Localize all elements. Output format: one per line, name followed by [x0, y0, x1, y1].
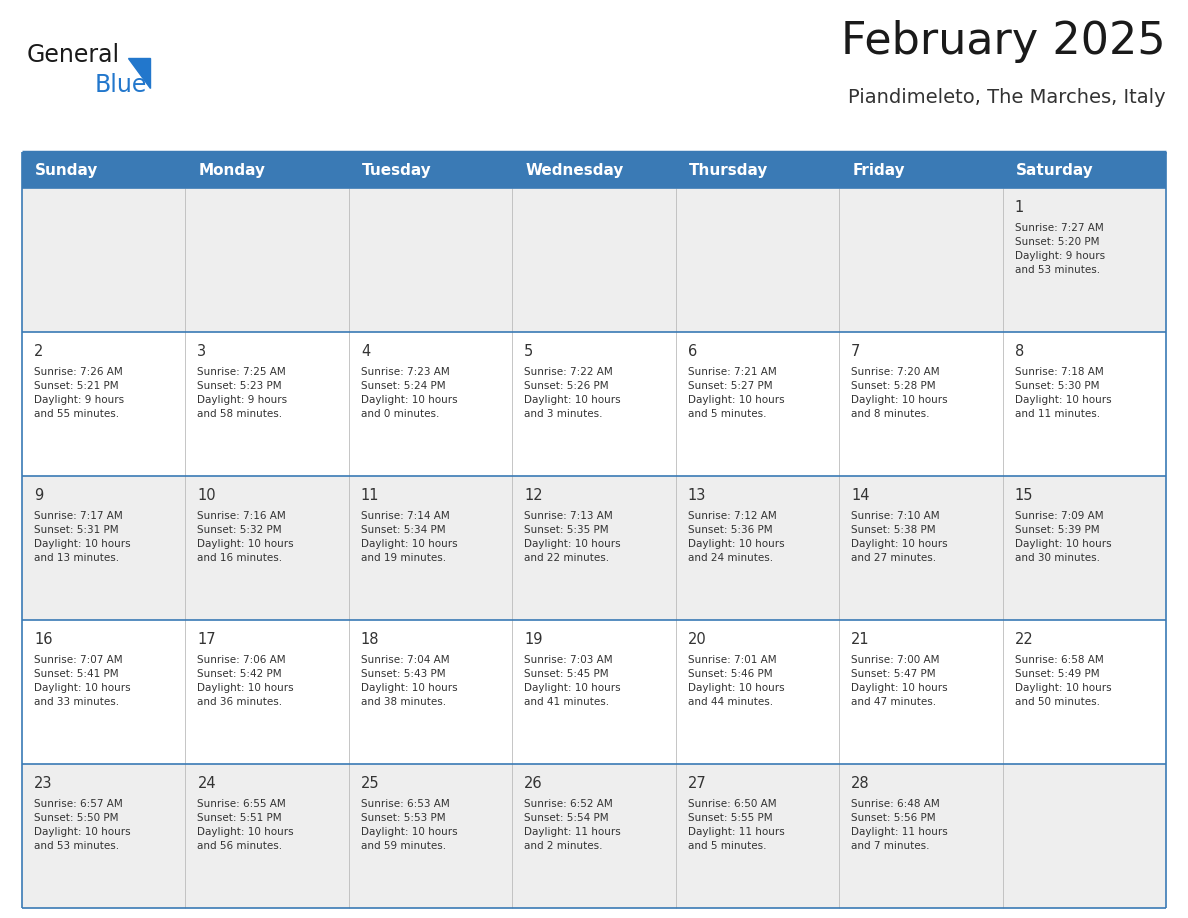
FancyBboxPatch shape: [23, 152, 1165, 188]
Text: 28: 28: [851, 776, 870, 791]
Text: 4: 4: [361, 344, 371, 359]
Text: Sunrise: 6:50 AM
Sunset: 5:55 PM
Daylight: 11 hours
and 5 minutes.: Sunrise: 6:50 AM Sunset: 5:55 PM Dayligh…: [688, 799, 784, 851]
Text: 20: 20: [688, 632, 707, 647]
Text: Sunrise: 7:12 AM
Sunset: 5:36 PM
Daylight: 10 hours
and 24 minutes.: Sunrise: 7:12 AM Sunset: 5:36 PM Dayligh…: [688, 511, 784, 563]
Text: Sunrise: 7:16 AM
Sunset: 5:32 PM
Daylight: 10 hours
and 16 minutes.: Sunrise: 7:16 AM Sunset: 5:32 PM Dayligh…: [197, 511, 295, 563]
Text: Sunrise: 7:27 AM
Sunset: 5:20 PM
Daylight: 9 hours
and 53 minutes.: Sunrise: 7:27 AM Sunset: 5:20 PM Dayligh…: [1015, 223, 1105, 275]
Text: Sunrise: 7:13 AM
Sunset: 5:35 PM
Daylight: 10 hours
and 22 minutes.: Sunrise: 7:13 AM Sunset: 5:35 PM Dayligh…: [524, 511, 621, 563]
Text: Sunrise: 7:26 AM
Sunset: 5:21 PM
Daylight: 9 hours
and 55 minutes.: Sunrise: 7:26 AM Sunset: 5:21 PM Dayligh…: [34, 367, 124, 419]
Text: 10: 10: [197, 488, 216, 503]
Text: 19: 19: [524, 632, 543, 647]
Text: 26: 26: [524, 776, 543, 791]
Text: Thursday: Thursday: [689, 162, 769, 177]
Text: 6: 6: [688, 344, 697, 359]
Text: Sunrise: 6:55 AM
Sunset: 5:51 PM
Daylight: 10 hours
and 56 minutes.: Sunrise: 6:55 AM Sunset: 5:51 PM Dayligh…: [197, 799, 295, 851]
Text: Sunrise: 6:52 AM
Sunset: 5:54 PM
Daylight: 11 hours
and 2 minutes.: Sunrise: 6:52 AM Sunset: 5:54 PM Dayligh…: [524, 799, 621, 851]
Text: Sunrise: 6:58 AM
Sunset: 5:49 PM
Daylight: 10 hours
and 50 minutes.: Sunrise: 6:58 AM Sunset: 5:49 PM Dayligh…: [1015, 655, 1111, 707]
Text: Sunrise: 7:22 AM
Sunset: 5:26 PM
Daylight: 10 hours
and 3 minutes.: Sunrise: 7:22 AM Sunset: 5:26 PM Dayligh…: [524, 367, 621, 419]
Text: Friday: Friday: [852, 162, 905, 177]
Text: Sunday: Sunday: [34, 162, 99, 177]
Text: 22: 22: [1015, 632, 1034, 647]
Text: Sunrise: 7:07 AM
Sunset: 5:41 PM
Daylight: 10 hours
and 33 minutes.: Sunrise: 7:07 AM Sunset: 5:41 PM Dayligh…: [34, 655, 131, 707]
Text: Sunrise: 7:20 AM
Sunset: 5:28 PM
Daylight: 10 hours
and 8 minutes.: Sunrise: 7:20 AM Sunset: 5:28 PM Dayligh…: [851, 367, 948, 419]
Text: 12: 12: [524, 488, 543, 503]
Text: Sunrise: 7:17 AM
Sunset: 5:31 PM
Daylight: 10 hours
and 13 minutes.: Sunrise: 7:17 AM Sunset: 5:31 PM Dayligh…: [34, 511, 131, 563]
Text: 27: 27: [688, 776, 707, 791]
Text: 15: 15: [1015, 488, 1034, 503]
Text: 11: 11: [361, 488, 379, 503]
Text: Sunrise: 7:00 AM
Sunset: 5:47 PM
Daylight: 10 hours
and 47 minutes.: Sunrise: 7:00 AM Sunset: 5:47 PM Dayligh…: [851, 655, 948, 707]
Text: Sunrise: 7:03 AM
Sunset: 5:45 PM
Daylight: 10 hours
and 41 minutes.: Sunrise: 7:03 AM Sunset: 5:45 PM Dayligh…: [524, 655, 621, 707]
Text: 21: 21: [851, 632, 870, 647]
FancyBboxPatch shape: [23, 332, 1165, 476]
Text: Sunrise: 7:06 AM
Sunset: 5:42 PM
Daylight: 10 hours
and 36 minutes.: Sunrise: 7:06 AM Sunset: 5:42 PM Dayligh…: [197, 655, 295, 707]
Text: Sunrise: 6:57 AM
Sunset: 5:50 PM
Daylight: 10 hours
and 53 minutes.: Sunrise: 6:57 AM Sunset: 5:50 PM Dayligh…: [34, 799, 131, 851]
Text: Sunrise: 7:14 AM
Sunset: 5:34 PM
Daylight: 10 hours
and 19 minutes.: Sunrise: 7:14 AM Sunset: 5:34 PM Dayligh…: [361, 511, 457, 563]
FancyBboxPatch shape: [23, 188, 1165, 332]
Text: 16: 16: [34, 632, 52, 647]
Text: 3: 3: [197, 344, 207, 359]
Text: Sunrise: 6:53 AM
Sunset: 5:53 PM
Daylight: 10 hours
and 59 minutes.: Sunrise: 6:53 AM Sunset: 5:53 PM Dayligh…: [361, 799, 457, 851]
Text: 25: 25: [361, 776, 379, 791]
Text: 9: 9: [34, 488, 43, 503]
Text: Sunrise: 7:04 AM
Sunset: 5:43 PM
Daylight: 10 hours
and 38 minutes.: Sunrise: 7:04 AM Sunset: 5:43 PM Dayligh…: [361, 655, 457, 707]
Text: Sunrise: 7:10 AM
Sunset: 5:38 PM
Daylight: 10 hours
and 27 minutes.: Sunrise: 7:10 AM Sunset: 5:38 PM Dayligh…: [851, 511, 948, 563]
Text: 2: 2: [34, 344, 44, 359]
Text: Sunrise: 7:18 AM
Sunset: 5:30 PM
Daylight: 10 hours
and 11 minutes.: Sunrise: 7:18 AM Sunset: 5:30 PM Dayligh…: [1015, 367, 1111, 419]
Text: February 2025: February 2025: [841, 20, 1165, 63]
Text: 18: 18: [361, 632, 379, 647]
Text: Saturday: Saturday: [1016, 162, 1093, 177]
Text: Sunrise: 6:48 AM
Sunset: 5:56 PM
Daylight: 11 hours
and 7 minutes.: Sunrise: 6:48 AM Sunset: 5:56 PM Dayligh…: [851, 799, 948, 851]
Text: 1: 1: [1015, 200, 1024, 215]
Text: Sunrise: 7:21 AM
Sunset: 5:27 PM
Daylight: 10 hours
and 5 minutes.: Sunrise: 7:21 AM Sunset: 5:27 PM Dayligh…: [688, 367, 784, 419]
FancyBboxPatch shape: [23, 476, 1165, 620]
Text: Sunrise: 7:23 AM
Sunset: 5:24 PM
Daylight: 10 hours
and 0 minutes.: Sunrise: 7:23 AM Sunset: 5:24 PM Dayligh…: [361, 367, 457, 419]
Text: 7: 7: [851, 344, 860, 359]
Text: Sunrise: 7:09 AM
Sunset: 5:39 PM
Daylight: 10 hours
and 30 minutes.: Sunrise: 7:09 AM Sunset: 5:39 PM Dayligh…: [1015, 511, 1111, 563]
Text: 23: 23: [34, 776, 52, 791]
FancyBboxPatch shape: [23, 620, 1165, 764]
Text: 13: 13: [688, 488, 706, 503]
Text: Wednesday: Wednesday: [525, 162, 624, 177]
Text: General: General: [27, 43, 120, 67]
Text: 17: 17: [197, 632, 216, 647]
Text: Blue: Blue: [95, 73, 147, 97]
Text: Sunrise: 7:01 AM
Sunset: 5:46 PM
Daylight: 10 hours
and 44 minutes.: Sunrise: 7:01 AM Sunset: 5:46 PM Dayligh…: [688, 655, 784, 707]
Text: 14: 14: [851, 488, 870, 503]
FancyBboxPatch shape: [23, 764, 1165, 908]
Text: Piandimeleto, The Marches, Italy: Piandimeleto, The Marches, Italy: [848, 88, 1165, 107]
Text: Monday: Monday: [198, 162, 265, 177]
Text: Sunrise: 7:25 AM
Sunset: 5:23 PM
Daylight: 9 hours
and 58 minutes.: Sunrise: 7:25 AM Sunset: 5:23 PM Dayligh…: [197, 367, 287, 419]
Text: 24: 24: [197, 776, 216, 791]
Text: 5: 5: [524, 344, 533, 359]
Polygon shape: [128, 58, 150, 88]
Text: Tuesday: Tuesday: [362, 162, 431, 177]
Text: 8: 8: [1015, 344, 1024, 359]
